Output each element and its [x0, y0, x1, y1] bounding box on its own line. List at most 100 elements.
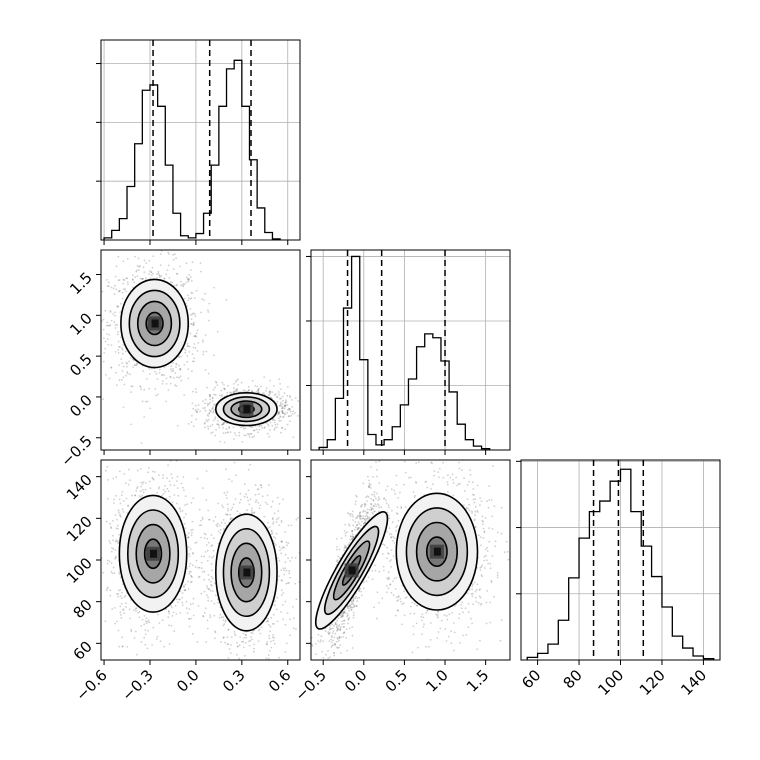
scatter-point: [169, 281, 172, 283]
scatter-point: [183, 348, 186, 350]
scatter-point: [321, 650, 323, 653]
scatter-point: [209, 614, 212, 616]
scatter-point: [187, 532, 190, 535]
scatter-point: [192, 360, 194, 363]
scatter-point: [290, 414, 293, 417]
scatter-point: [122, 511, 125, 513]
scatter-point: [187, 368, 190, 371]
scatter-point: [281, 410, 284, 412]
scatter-point: [150, 271, 153, 273]
scatter-point: [184, 504, 187, 506]
scatter-point: [166, 676, 168, 678]
scatter-point: [176, 480, 178, 482]
scatter-point: [109, 522, 112, 525]
scatter-point: [270, 533, 273, 536]
scatter-point: [250, 687, 252, 689]
scatter-point: [211, 577, 214, 580]
scatter-point: [257, 388, 260, 391]
scatter-point: [223, 388, 226, 391]
scatter-point: [192, 346, 195, 349]
scatter-point: [126, 646, 129, 648]
scatter-point: [192, 614, 195, 617]
scatter-point: [269, 392, 271, 395]
scatter-point: [253, 647, 255, 650]
scatter-point: [136, 486, 139, 488]
scatter-point: [98, 525, 100, 527]
scatter-point: [193, 335, 196, 338]
scatter-point: [247, 499, 250, 502]
scatter-point: [161, 380, 164, 382]
scatter-point: [245, 633, 248, 636]
scatter-point: [284, 404, 287, 407]
scatter-point: [351, 537, 353, 540]
scatter-point: [116, 306, 119, 308]
scatter-point: [376, 475, 378, 478]
scatter-point: [143, 271, 146, 274]
scatter-point: [270, 646, 273, 649]
scatter-point: [134, 364, 137, 366]
scatter-point: [165, 383, 168, 385]
scatter-point: [158, 622, 161, 624]
scatter-point: [116, 333, 119, 336]
scatter-point: [143, 615, 146, 617]
scatter-point: [295, 518, 298, 521]
scatter-point: [190, 322, 192, 325]
scatter-point: [288, 570, 291, 572]
scatter-point: [185, 281, 188, 284]
scatter-point: [257, 431, 259, 434]
scatter-point: [118, 470, 121, 473]
scatter-point: [208, 403, 210, 406]
scatter-point: [223, 387, 225, 390]
scatter-point: [336, 646, 338, 649]
scatter-point: [122, 500, 125, 502]
scatter-point: [222, 422, 225, 424]
scatter-point: [139, 386, 142, 388]
scatter-point: [108, 334, 111, 336]
scatter-point: [238, 434, 241, 437]
scatter-point: [289, 634, 291, 637]
scatter-point: [182, 283, 185, 285]
scatter-point: [134, 630, 137, 633]
scatter-point: [128, 608, 131, 611]
scatter-point: [277, 412, 280, 415]
scatter-point: [204, 369, 207, 371]
scatter-point: [227, 628, 230, 631]
scatter-point: [243, 495, 246, 498]
scatter-point: [241, 441, 244, 443]
scatter-point: [305, 411, 307, 413]
scatter-point: [115, 539, 118, 542]
scatter-point: [251, 436, 254, 439]
scatter-point: [208, 518, 211, 521]
scatter-point: [196, 350, 199, 352]
scatter-point: [280, 541, 283, 543]
scatter-point: [187, 278, 190, 280]
scatter-point: [275, 532, 278, 535]
density-peak-p1-vs-p3-0: [150, 549, 158, 558]
scatter-point: [125, 277, 128, 280]
scatter-point: [97, 631, 99, 633]
scatter-point: [274, 424, 277, 426]
scatter-point: [273, 623, 275, 625]
scatter-point: [190, 574, 192, 577]
scatter-point: [267, 657, 270, 660]
scatter-point: [165, 377, 168, 380]
scatter-point: [157, 272, 160, 275]
scatter-point: [218, 426, 221, 429]
scatter-point: [118, 572, 121, 575]
scatter-point: [152, 255, 155, 258]
scatter-point: [277, 391, 280, 393]
scatter-point: [190, 617, 193, 620]
scatter-point: [281, 410, 284, 413]
scatter-point: [201, 516, 204, 519]
scatter-point: [197, 566, 200, 569]
scatter-point: [272, 418, 275, 421]
scatter-point: [270, 396, 272, 399]
scatter-point: [251, 509, 253, 512]
scatter-point: [118, 645, 121, 648]
scatter-point: [122, 406, 125, 409]
scatter-point: [223, 441, 226, 444]
scatter-point: [264, 501, 267, 504]
scatter-point: [242, 640, 245, 643]
scatter-point: [251, 390, 254, 393]
scatter-point: [181, 284, 184, 287]
